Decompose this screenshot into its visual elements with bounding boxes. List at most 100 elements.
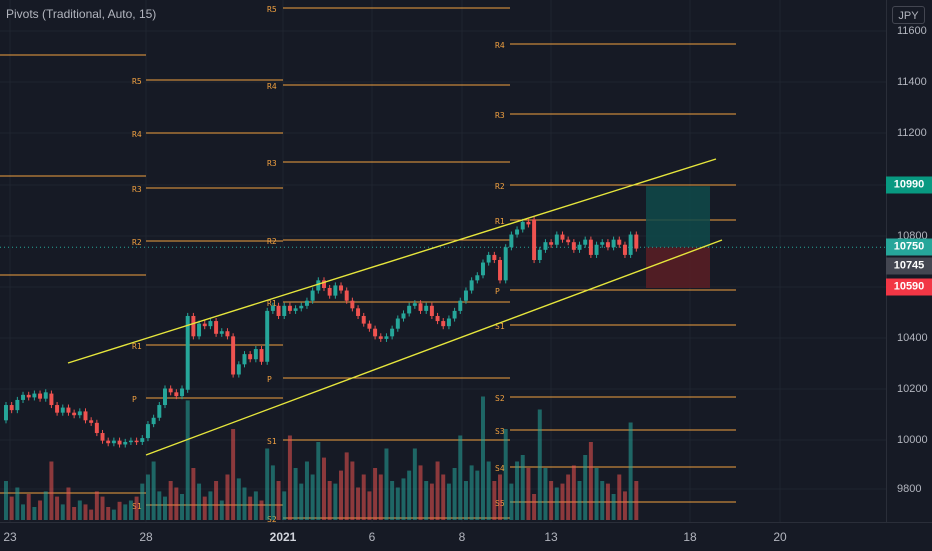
volume-bar [242, 487, 247, 520]
pivot-label: R3 [495, 111, 505, 120]
volume-bar [509, 483, 514, 520]
time-axis[interactable] [0, 522, 932, 551]
candle-body [577, 244, 582, 250]
candle-body [208, 321, 213, 327]
candle-body [77, 411, 82, 416]
pivot-label: P [267, 375, 272, 384]
chart-area[interactable]: R5R4R3R2R1PS1R5R4R3R2R1PS1S2R4R3R2R1PS1S… [0, 0, 886, 522]
volume-bar [293, 468, 298, 520]
time-tick-label: 6 [368, 530, 376, 544]
time-tick-label: 23 [3, 530, 17, 544]
candle-body [634, 234, 639, 249]
volume-bar [100, 496, 105, 520]
candle-body [571, 242, 576, 250]
candle-body [384, 336, 389, 339]
pivot-label: R3 [132, 185, 142, 194]
candle-body [304, 300, 309, 306]
candle-body [611, 239, 616, 248]
candle-body [9, 405, 14, 411]
volume-bar [38, 500, 43, 520]
target-price-label: 10990 [886, 176, 932, 194]
candle-body [605, 242, 610, 248]
current-price-label: 10745 [886, 257, 932, 275]
price-tick-label: 10000 [897, 434, 928, 446]
candle-body [265, 310, 270, 362]
candle-body [344, 290, 349, 301]
volume-bar [15, 487, 20, 520]
pivot-label: S2 [495, 394, 505, 403]
volume-bar [549, 481, 554, 520]
candle-body [4, 405, 8, 421]
volume-bar [481, 396, 485, 520]
volume-bar [361, 474, 366, 520]
volume-bar [424, 481, 429, 520]
candle-body [566, 239, 571, 243]
candle-body [259, 349, 264, 362]
volume-bar [191, 468, 196, 520]
volume-bar [498, 474, 503, 520]
volume-bar [384, 448, 389, 520]
candle-body [322, 280, 326, 288]
volume-bar [219, 500, 224, 520]
volume-bar [316, 442, 321, 520]
last-price-label: 10750 [886, 238, 932, 256]
volume-bar [373, 468, 378, 520]
volume-bar [43, 491, 48, 520]
pivot-label: R4 [267, 82, 277, 91]
candle-body [378, 336, 383, 339]
volume-bar [106, 507, 111, 520]
pivot-label: S1 [495, 322, 505, 331]
volume-bar [32, 507, 37, 520]
candle-body [89, 420, 94, 423]
candle-body [26, 394, 31, 398]
pivot-label: P [132, 395, 137, 404]
indicator-title[interactable]: Pivots (Traditional, Auto, 15) [6, 7, 157, 21]
candle-body [287, 305, 292, 311]
candle-body [498, 260, 503, 281]
volume-bar [469, 465, 474, 520]
volume-bar [356, 487, 361, 520]
candle-body [395, 318, 400, 329]
candle-body [270, 305, 275, 311]
volume-bar [276, 481, 281, 520]
volume-bar [265, 448, 270, 520]
volume-bar [503, 429, 508, 520]
candle-body [123, 441, 128, 445]
pivot-label: R4 [495, 41, 505, 50]
stop-price-label: 10590 [886, 278, 932, 296]
candle-body [458, 300, 463, 311]
volume-bar [344, 452, 349, 520]
currency-button[interactable]: JPY [892, 6, 925, 24]
volume-bar [134, 496, 139, 520]
price-chart[interactable]: R5R4R3R2R1PS1R5R4R3R2R1PS1S2R4R3R2R1PS1S… [0, 0, 886, 522]
candle-body [350, 300, 355, 309]
candle-body [282, 305, 287, 316]
volume-bar [299, 483, 304, 520]
candle-body [111, 440, 116, 444]
stop-zone [646, 247, 710, 288]
pivot-label: R2 [267, 237, 277, 246]
pivot-label: S1 [267, 437, 277, 446]
volume-bar [390, 481, 395, 520]
volume-bar [588, 442, 593, 520]
volume-bar [486, 461, 491, 520]
candle-body [310, 290, 315, 301]
candle-body [441, 321, 446, 327]
pivot-label: S3 [495, 427, 505, 436]
volume-bar [458, 435, 463, 520]
candle-body [236, 364, 241, 375]
time-tick-label: 13 [544, 530, 558, 544]
price-tick-label: 9800 [897, 483, 922, 495]
price-tick-label: 10200 [897, 383, 928, 395]
volume-bar [537, 409, 542, 520]
volume-bar [185, 400, 190, 520]
price-tick-label: 11200 [897, 127, 927, 139]
candle-body [401, 313, 406, 319]
pivot-label: R1 [132, 342, 142, 351]
volume-bar [83, 504, 88, 520]
volume-bar [145, 474, 150, 520]
candle-body [526, 221, 531, 225]
candle-body [316, 280, 321, 291]
volume-bar [4, 481, 8, 520]
candle-body [492, 254, 497, 260]
